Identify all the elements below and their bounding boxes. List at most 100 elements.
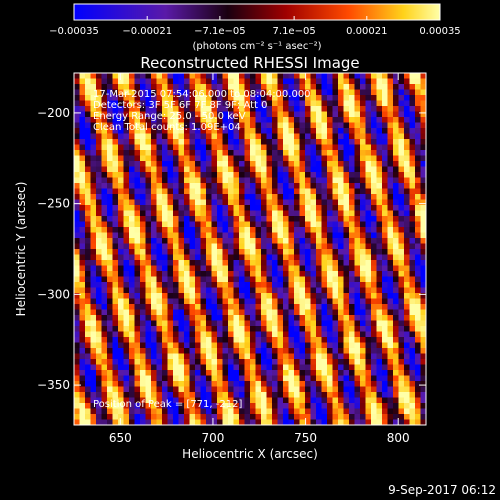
heatmap-cell [189, 408, 196, 415]
heatmap-cell [206, 381, 212, 387]
heatmap-cell [140, 106, 146, 112]
heatmap-cell [239, 243, 245, 250]
heatmap-cell [371, 287, 377, 294]
heatmap-cell [299, 117, 306, 123]
heatmap-cell [349, 122, 355, 129]
heatmap-cell [343, 331, 350, 338]
heatmap-cell [101, 172, 108, 178]
heatmap-cell [415, 403, 421, 409]
heatmap-cell [404, 265, 410, 272]
heatmap-cell [74, 260, 80, 266]
heatmap-cell [343, 326, 350, 332]
heatmap-cell [244, 139, 251, 145]
heatmap-cell [228, 414, 234, 420]
heatmap-cell [409, 370, 416, 376]
heatmap-cell [239, 166, 245, 173]
heatmap-cell [255, 276, 262, 283]
heatmap-cell [118, 238, 124, 244]
heatmap-cell [101, 100, 108, 107]
heatmap-cell [332, 403, 339, 409]
heatmap-cell [178, 183, 185, 189]
heatmap-cell [74, 265, 80, 272]
heatmap-cell [310, 342, 317, 349]
heatmap-cell [145, 414, 152, 420]
heatmap-cell [250, 315, 256, 321]
heatmap-cell [404, 353, 410, 360]
heatmap-cell [305, 144, 311, 151]
heatmap-cell [118, 117, 124, 123]
heatmap-cell [228, 381, 234, 387]
heatmap-cell [162, 150, 168, 156]
heatmap-cell [316, 155, 322, 162]
heatmap-cell [382, 78, 388, 85]
heatmap-cell [294, 364, 300, 371]
heatmap-cell [107, 221, 113, 228]
heatmap-cell [420, 210, 426, 217]
heatmap-cell [299, 315, 306, 321]
heatmap-cell [365, 331, 372, 338]
heatmap-cell [382, 359, 388, 365]
heatmap-cell [233, 309, 240, 316]
heatmap-cell [134, 337, 141, 343]
heatmap-cell [415, 287, 421, 294]
heatmap-cell [79, 254, 86, 261]
heatmap-cell [261, 155, 267, 162]
heatmap-cell [118, 271, 124, 277]
heatmap-cell [217, 320, 223, 327]
heatmap-cell [316, 403, 322, 409]
heatmap-cell [371, 205, 377, 211]
heatmap-cell [140, 144, 146, 151]
heatmap-cell [74, 403, 80, 409]
heatmap-cell [294, 89, 300, 96]
heatmap-cell [376, 199, 383, 206]
heatmap-cell [415, 188, 421, 195]
heatmap-cell [420, 139, 426, 145]
heatmap-cell [206, 73, 212, 79]
heatmap-cell [305, 381, 311, 387]
heatmap-cell [118, 408, 124, 415]
heatmap-cell [310, 188, 317, 195]
colorbar-unit-label: (photons cm⁻² s⁻¹ asec⁻²) [192, 41, 321, 52]
heatmap-cell [354, 364, 361, 371]
heatmap-cell [217, 221, 223, 228]
heatmap-cell [189, 309, 196, 316]
heatmap-cell [283, 122, 289, 129]
heatmap-cell [387, 150, 394, 156]
heatmap-cell [272, 381, 278, 387]
heatmap-cell [244, 309, 251, 316]
heatmap-cell [261, 199, 267, 206]
heatmap-cell [354, 128, 361, 134]
heatmap-cell [162, 397, 168, 404]
heatmap-cell [266, 183, 273, 189]
heatmap-cell [338, 232, 344, 239]
heatmap-cell [310, 161, 317, 167]
heatmap-cell [101, 282, 108, 288]
heatmap-cell [118, 249, 124, 255]
heatmap-cell [90, 177, 97, 184]
heatmap-cell [107, 172, 113, 178]
heatmap-cell [404, 370, 410, 376]
heatmap-cell [255, 100, 262, 107]
heatmap-cell [90, 370, 97, 376]
heatmap-cell [409, 408, 416, 415]
heatmap-cell [283, 177, 289, 184]
heatmap-cell [266, 95, 273, 101]
heatmap-cell [338, 128, 344, 134]
heatmap-cell [338, 166, 344, 173]
heatmap-cell [140, 254, 146, 261]
heatmap-cell [228, 84, 234, 90]
heatmap-cell [409, 254, 416, 261]
heatmap-cell [184, 144, 190, 151]
heatmap-cell [228, 282, 234, 288]
heatmap-cell [244, 183, 251, 189]
heatmap-cell [156, 309, 163, 316]
heatmap-cell [79, 89, 86, 96]
heatmap-cell [211, 166, 218, 173]
heatmap-cell [228, 287, 234, 294]
heatmap-cell [123, 128, 130, 134]
heatmap-cell [387, 78, 394, 85]
heatmap-cell [79, 337, 86, 343]
heatmap-cell [200, 89, 207, 96]
heatmap-cell [398, 205, 405, 211]
heatmap-cell [327, 221, 333, 228]
